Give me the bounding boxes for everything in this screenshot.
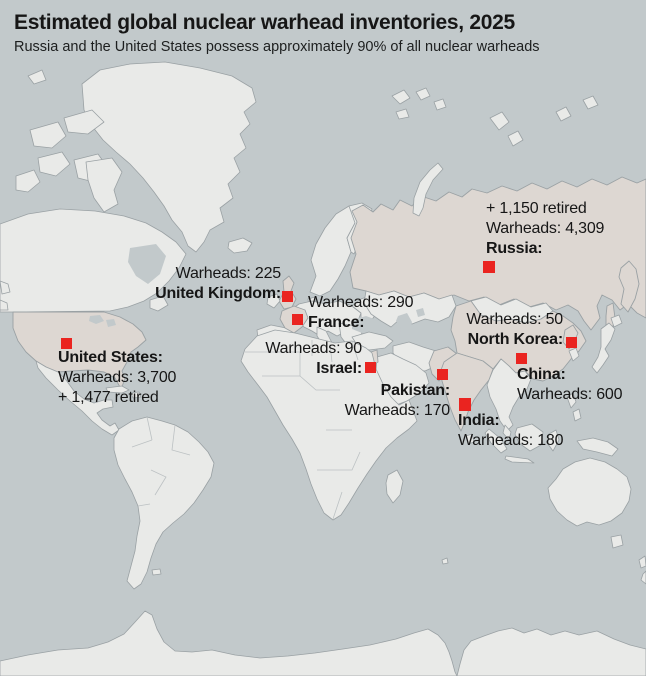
continent-north-america [0, 69, 187, 436]
continent-antarctica [0, 610, 646, 676]
continent-africa [240, 329, 418, 521]
page-title: Estimated global nuclear warhead invento… [14, 11, 515, 34]
continent-south-america [113, 416, 215, 590]
continent-greenland [81, 61, 257, 254]
continent-asia [349, 87, 646, 464]
continent-oceania [441, 437, 646, 585]
country-united-kingdom [278, 275, 297, 310]
page-subtitle: Russia and the United States possess app… [14, 39, 540, 55]
header: Estimated global nuclear warhead invento… [14, 10, 540, 57]
country-united-states [12, 311, 147, 390]
country-india [440, 352, 494, 432]
